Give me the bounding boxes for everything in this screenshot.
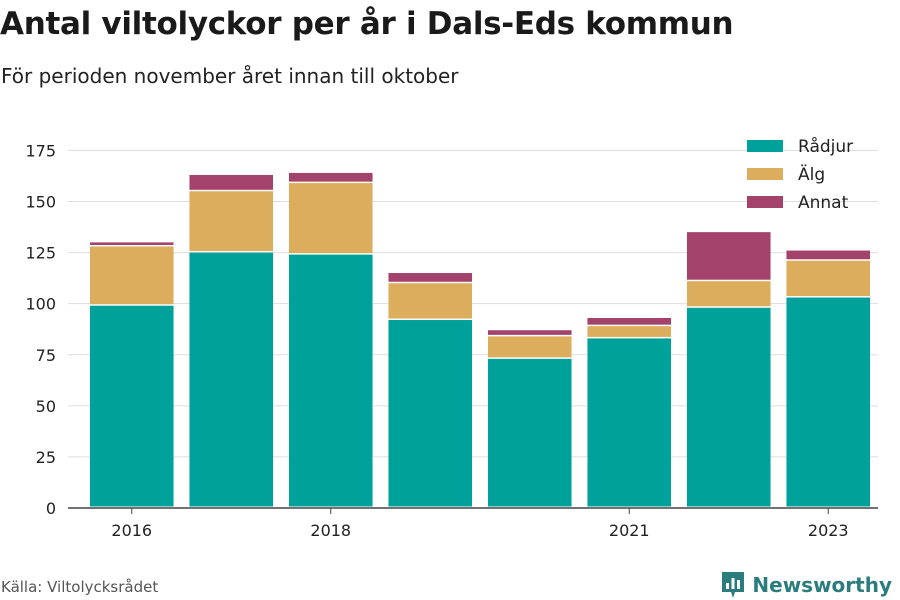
bar-segment-älg	[587, 326, 672, 337]
bar-segment-älg	[388, 283, 473, 319]
x-tick-label: 2023	[808, 521, 849, 540]
bar-segment-rådjur	[388, 320, 473, 507]
y-tick-label: 0	[46, 499, 56, 518]
bar-segment-älg	[487, 336, 572, 358]
bars	[89, 172, 871, 507]
bar-segment-rådjur	[686, 307, 771, 507]
legend-label: Annat	[798, 193, 849, 213]
y-tick-label: 100	[25, 295, 56, 314]
bar-segment-älg	[786, 260, 871, 297]
bar-segment-rådjur	[189, 252, 274, 507]
bar-segment-annat	[189, 174, 274, 190]
bar-segment-annat	[388, 273, 473, 282]
legend-swatch	[747, 140, 783, 152]
bar-segment-rådjur	[786, 297, 871, 507]
y-tick-label: 175	[25, 141, 56, 160]
x-tick-label: 2021	[609, 521, 650, 540]
legend-label: Rådjur	[798, 136, 853, 157]
bar-segment-älg	[288, 183, 373, 254]
y-tick-label: 125	[25, 244, 56, 263]
legend: Rådjur Älg Annat	[747, 136, 853, 213]
bar-segment-annat	[288, 172, 373, 182]
legend-label: Älg	[798, 164, 825, 185]
bar-segment-rådjur	[288, 254, 373, 507]
legend-swatch	[747, 196, 783, 208]
chart-title: Antal viltolyckor per år i Dals-Eds komm…	[0, 6, 734, 42]
bar-segment-rådjur	[89, 305, 174, 507]
x-axis: 2016 2018 2021 2023	[68, 507, 878, 540]
source-note: Källa: Viltolycksrådet	[1, 578, 159, 596]
y-tick-label: 25	[36, 448, 56, 467]
chart-subtitle: För perioden november året innan till ok…	[1, 64, 459, 88]
bar-segment-annat	[786, 250, 871, 260]
brand-logo: Newsworthy	[720, 570, 892, 600]
y-tick-label: 50	[36, 397, 56, 416]
x-tick-label: 2016	[111, 521, 152, 540]
y-axis: 0 25 50 75 100 125 150 175	[25, 141, 56, 518]
bar-segment-rådjur	[487, 358, 572, 507]
x-tick-label: 2018	[310, 521, 351, 540]
bar-segment-annat	[686, 232, 771, 280]
legend-swatch	[747, 168, 783, 180]
bar-segment-älg	[686, 281, 771, 307]
bar-segment-annat	[587, 317, 672, 325]
bar-segment-rådjur	[587, 338, 672, 507]
brand-name: Newsworthy	[752, 573, 892, 597]
y-tick-label: 150	[25, 193, 56, 212]
bar-segment-annat	[487, 330, 572, 335]
bar-segment-annat	[89, 242, 174, 245]
y-tick-label: 75	[36, 346, 56, 365]
bar-segment-älg	[89, 246, 174, 305]
bar-segment-älg	[189, 191, 274, 252]
bar-chart-speech-icon	[722, 572, 745, 598]
